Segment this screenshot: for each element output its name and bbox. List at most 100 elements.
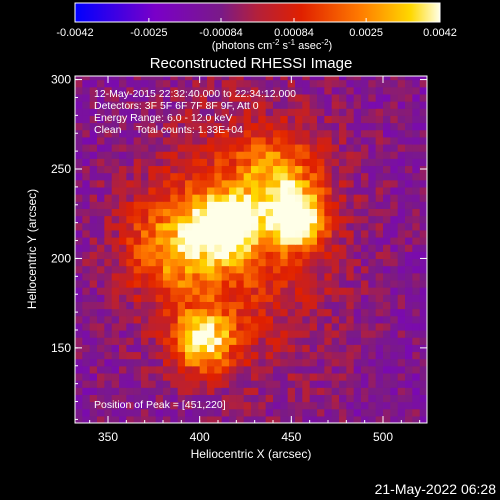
heatmap-cell xyxy=(265,358,274,367)
heatmap-cell xyxy=(133,344,142,353)
heatmap-cell xyxy=(361,129,369,138)
heatmap-cell xyxy=(397,315,406,324)
heatmap-cell xyxy=(251,358,259,367)
heatmap-cell xyxy=(82,79,91,88)
heatmap-cell xyxy=(287,337,296,345)
heatmap-cell xyxy=(229,365,237,374)
heatmap-cell xyxy=(221,401,230,410)
heatmap-cell xyxy=(243,287,252,295)
heatmap-cell xyxy=(236,86,245,95)
heatmap-cell xyxy=(133,322,142,331)
heatmap-cell xyxy=(361,351,369,360)
heatmap-cell xyxy=(236,201,245,209)
heatmap-cell xyxy=(141,272,149,281)
heatmap-cell xyxy=(75,236,83,245)
heatmap-cell xyxy=(97,351,105,360)
heatmap-cell xyxy=(258,179,267,188)
heatmap-cell xyxy=(295,329,303,338)
heatmap-cell xyxy=(405,315,413,324)
heatmap-cell xyxy=(89,394,98,403)
heatmap-cell xyxy=(368,186,377,195)
heatmap-cell xyxy=(412,358,421,367)
heatmap-cell xyxy=(148,186,157,195)
heatmap-cell xyxy=(419,294,427,302)
heatmap-cell xyxy=(361,301,369,310)
heatmap-cell xyxy=(412,294,421,302)
heatmap-cell xyxy=(280,401,289,410)
heatmap-cell xyxy=(273,351,281,360)
heatmap-cell xyxy=(361,101,369,109)
heatmap-cell xyxy=(419,108,427,116)
heatmap-cell xyxy=(104,86,113,95)
heatmap-cell xyxy=(251,129,259,138)
heatmap-cell xyxy=(302,387,311,395)
heatmap-cell xyxy=(324,287,333,295)
heatmap-cell xyxy=(302,415,311,423)
heatmap-cell xyxy=(324,365,333,374)
heatmap-cell xyxy=(177,408,186,417)
heatmap-cell xyxy=(412,287,421,295)
heatmap-cell xyxy=(390,258,399,267)
heatmap-cell xyxy=(155,136,164,145)
heatmap-cell xyxy=(280,279,289,288)
heatmap-cell xyxy=(155,337,164,345)
heatmap-cell xyxy=(317,301,325,310)
heatmap-cell xyxy=(214,272,223,281)
heatmap-cell xyxy=(383,165,391,174)
heatmap-cell xyxy=(214,222,223,231)
heatmap-cell xyxy=(295,76,303,81)
heatmap-cell xyxy=(280,122,289,131)
heatmap-cell xyxy=(111,344,120,353)
heatmap-cell xyxy=(133,143,142,152)
heatmap-cell xyxy=(280,115,289,124)
heatmap-cell xyxy=(104,265,113,274)
heatmap-cell xyxy=(89,344,98,353)
heatmap-cell xyxy=(251,122,259,131)
heatmap-cell xyxy=(104,251,113,260)
heatmap-cell xyxy=(251,258,259,267)
heatmap-cell xyxy=(185,279,193,288)
heatmap-cell xyxy=(229,358,237,367)
heatmap-cell xyxy=(214,251,223,260)
heatmap-cell xyxy=(148,294,157,302)
heatmap-cell xyxy=(199,215,208,224)
heatmap-cell xyxy=(390,151,399,159)
heatmap-cell xyxy=(331,172,340,181)
heatmap-cell xyxy=(412,222,421,231)
heatmap-cell xyxy=(251,272,259,281)
heatmap-cell xyxy=(75,315,83,324)
heatmap-cell xyxy=(309,358,318,367)
heatmap-cell xyxy=(397,351,406,360)
heatmap-cell xyxy=(126,358,135,367)
heatmap-cell xyxy=(287,79,296,88)
heatmap-cell xyxy=(119,279,127,288)
heatmap-cell xyxy=(339,387,347,395)
heatmap-cell xyxy=(163,344,171,353)
heatmap-cell xyxy=(126,122,135,131)
heatmap-cell xyxy=(148,372,157,381)
heatmap-cell xyxy=(229,308,237,317)
heatmap-cell xyxy=(243,158,252,167)
heatmap-cell xyxy=(419,236,427,245)
heatmap-cell xyxy=(280,143,289,152)
heatmap-cell xyxy=(207,337,215,345)
heatmap-cell xyxy=(104,129,113,138)
heatmap-cell xyxy=(375,215,384,224)
heatmap-cell xyxy=(177,258,186,267)
heatmap-cell xyxy=(361,372,369,381)
heatmap-cell xyxy=(75,265,83,274)
heatmap-cell xyxy=(273,151,281,159)
heatmap-cell xyxy=(251,279,259,288)
heatmap-cell xyxy=(126,244,135,252)
heatmap-cell xyxy=(368,265,377,274)
heatmap-cell xyxy=(353,337,362,345)
heatmap-cell xyxy=(280,165,289,174)
heatmap-cell xyxy=(148,251,157,260)
heatmap-cell xyxy=(405,372,413,381)
heatmap-cell xyxy=(199,179,208,188)
heatmap-cell xyxy=(265,79,274,88)
heatmap-cell xyxy=(133,179,142,188)
heatmap-cell xyxy=(192,287,201,295)
heatmap-cell xyxy=(177,251,186,260)
heatmap-cell xyxy=(75,308,83,317)
